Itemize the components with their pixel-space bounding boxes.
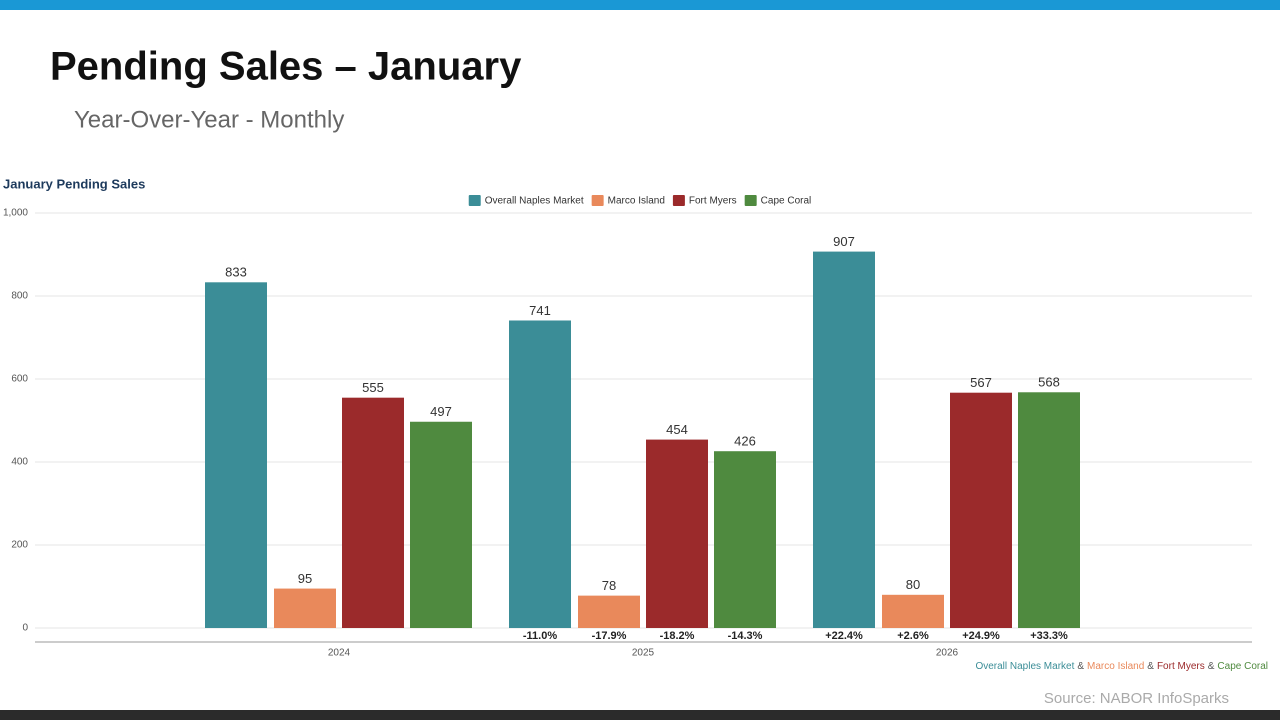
legend-swatch (591, 195, 604, 206)
source: Source: NABOR InfoSparks (1044, 690, 1229, 707)
change-label: +24.9% (962, 630, 1000, 642)
bottom-strip (0, 710, 1280, 720)
value-label: 741 (529, 303, 551, 318)
bar (646, 439, 708, 628)
change-label: -18.2% (660, 630, 695, 642)
x-tick-label: 2026 (936, 648, 959, 659)
value-label: 78 (602, 578, 616, 593)
bar (410, 421, 472, 628)
value-label: 555 (362, 380, 384, 395)
value-label: 497 (430, 404, 452, 419)
y-tick-label: 400 (11, 457, 28, 468)
change-label: -11.0% (523, 630, 557, 642)
bar (950, 392, 1012, 628)
value-label: 426 (734, 434, 756, 449)
bar (342, 397, 404, 628)
value-label: 833 (225, 265, 247, 280)
legend-swatch (744, 195, 757, 206)
footer-legend: Overall Naples Market & Marco Island & Fort … (975, 661, 1268, 672)
slide-subtitle: Year-Over-Year - Monthly (74, 106, 344, 133)
bar (509, 320, 571, 628)
bar (882, 594, 944, 628)
value-label: 80 (906, 577, 920, 592)
value-label: 567 (970, 375, 992, 390)
y-tick-label: 0 (22, 623, 28, 634)
footer-separator: & (1077, 661, 1084, 672)
bar (578, 595, 640, 628)
top-bar (0, 0, 1280, 10)
y-tick-label: 600 (11, 374, 28, 385)
footer-series-name: Fort Myers (1157, 661, 1205, 672)
change-label: +22.4% (825, 630, 863, 642)
change-label: +2.6% (897, 630, 929, 642)
y-tick-label: 800 (11, 291, 28, 302)
value-label: 568 (1038, 375, 1060, 390)
x-tick-label: 2025 (632, 648, 655, 659)
bar (714, 451, 776, 628)
legend-swatch (468, 195, 481, 206)
legend-label: Fort Myers (689, 196, 737, 207)
bar (1018, 392, 1080, 628)
bar (813, 251, 875, 628)
footer-series-name: Overall Naples Market (975, 661, 1074, 672)
legend-swatch (672, 195, 685, 206)
change-label: -14.3% (728, 630, 763, 642)
footer-series-name: Marco Island (1087, 661, 1144, 672)
y-tick-label: 1,000 (3, 208, 28, 219)
bar (205, 282, 267, 628)
change-label: +33.3% (1030, 630, 1068, 642)
slide-title: Pending Sales – January (50, 45, 522, 89)
x-tick-label: 2024 (328, 648, 351, 659)
legend-label: Cape Coral (761, 196, 812, 207)
footer-separator: & (1147, 661, 1154, 672)
legend-label: Marco Island (608, 196, 665, 207)
value-label: 95 (298, 571, 312, 586)
y-tick-label: 200 (11, 540, 28, 551)
legend-label: Overall Naples Market (485, 196, 584, 207)
footer-series-name: Cape Coral (1217, 661, 1268, 672)
bar (274, 588, 336, 628)
footer-separator: & (1208, 661, 1215, 672)
value-label: 454 (666, 422, 688, 437)
chart-title: January Pending Sales (3, 176, 145, 191)
change-label: -17.9% (592, 630, 627, 642)
value-label: 907 (833, 234, 855, 249)
